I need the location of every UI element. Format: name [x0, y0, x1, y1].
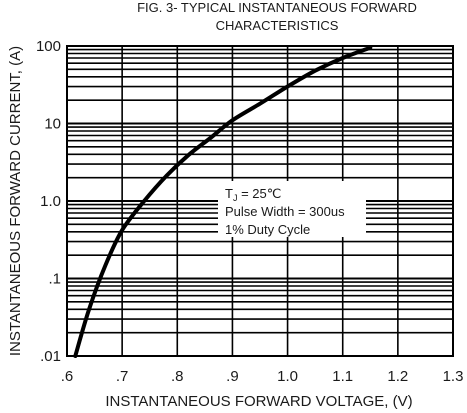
series-group	[73, 45, 373, 358]
annotation-box	[218, 181, 366, 237]
x-tick-label: .6	[61, 368, 74, 385]
annotation-tj: TJ = 25℃	[225, 186, 281, 203]
annotation-tj-value: = 25℃	[237, 186, 281, 201]
annotation-tj-subscript: J	[233, 193, 238, 203]
plot-frame	[66, 45, 454, 357]
forward-current-curve	[73, 45, 373, 358]
x-tick-label: 1.0	[277, 368, 298, 385]
y-tick-label: .01	[40, 348, 61, 365]
x-tick-label: 1.1	[332, 368, 353, 385]
x-tick-label: .9	[226, 368, 239, 385]
x-axis-label: INSTANTANEOUS FORWARD VOLTAGE, (V)	[105, 393, 412, 410]
annotation-duty-cycle: 1% Duty Cycle	[225, 222, 310, 237]
annotation-tj-prefix: T	[225, 186, 233, 201]
x-tick-label: .7	[116, 368, 129, 385]
x-tick-label: 1.3	[443, 368, 464, 385]
y-tick-label: .1	[48, 271, 61, 288]
x-tick-label: 1.2	[387, 368, 408, 385]
x-tick-label: .8	[171, 368, 184, 385]
y-tick-label: 10	[44, 116, 61, 133]
conditions-annotation: TJ = 25℃ Pulse Width = 300us 1% Duty Cyc…	[218, 181, 366, 237]
y-tick-label: 1.0	[40, 193, 61, 210]
y-tick-label: 100	[36, 38, 61, 55]
chart-title-line1: FIG. 3- TYPICAL INSTANTANEOUS FORWARD	[137, 0, 417, 15]
tick-labels: .6 .7 .8 .9 1.0 1.1 1.2 1.3 .01 .1 1.0 10 100	[36, 38, 463, 385]
annotation-pulse-width: Pulse Width = 300us	[225, 204, 345, 219]
chart-title-line2: CHARACTERISTICS	[216, 18, 339, 33]
y-axis-label: INSTANTANEOUS FORWARD CURRENT, (A)	[7, 46, 24, 356]
